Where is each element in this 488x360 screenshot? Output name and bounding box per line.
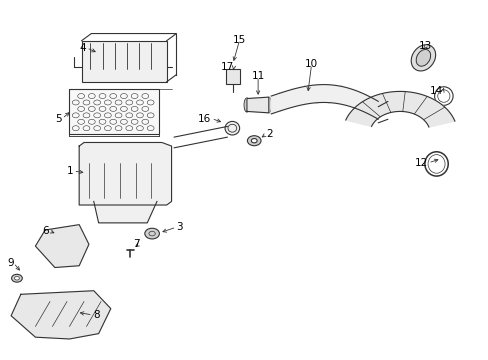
Ellipse shape [415,49,430,66]
Ellipse shape [247,136,261,146]
Ellipse shape [244,98,249,112]
Text: 17: 17 [220,62,233,72]
Text: 1: 1 [66,166,73,176]
Text: 6: 6 [42,226,49,236]
Ellipse shape [12,274,22,282]
Bar [225,69,239,84]
Ellipse shape [251,139,257,143]
Text: 2: 2 [266,129,272,139]
Text: 16: 16 [198,113,211,123]
Polygon shape [79,143,171,205]
Text: 10: 10 [305,59,318,69]
Ellipse shape [144,228,159,239]
Text: 4: 4 [80,43,86,53]
Ellipse shape [224,121,239,135]
Polygon shape [35,225,89,267]
Text: 3: 3 [176,222,183,232]
Text: 13: 13 [418,41,431,51]
Polygon shape [246,97,268,113]
Text: 12: 12 [414,158,427,168]
Ellipse shape [265,97,271,113]
Text: 5: 5 [56,113,62,123]
Text: 11: 11 [251,71,264,81]
Text: 9: 9 [7,258,14,268]
FancyBboxPatch shape [81,41,166,82]
Ellipse shape [410,45,435,71]
Polygon shape [94,202,157,223]
Text: 7: 7 [133,239,140,249]
Bar [69,89,159,134]
Polygon shape [271,85,377,119]
Ellipse shape [15,276,20,280]
Text: 14: 14 [429,86,442,96]
Polygon shape [11,291,111,339]
Text: 15: 15 [233,35,246,45]
Polygon shape [345,91,454,127]
Text: 8: 8 [93,310,99,320]
